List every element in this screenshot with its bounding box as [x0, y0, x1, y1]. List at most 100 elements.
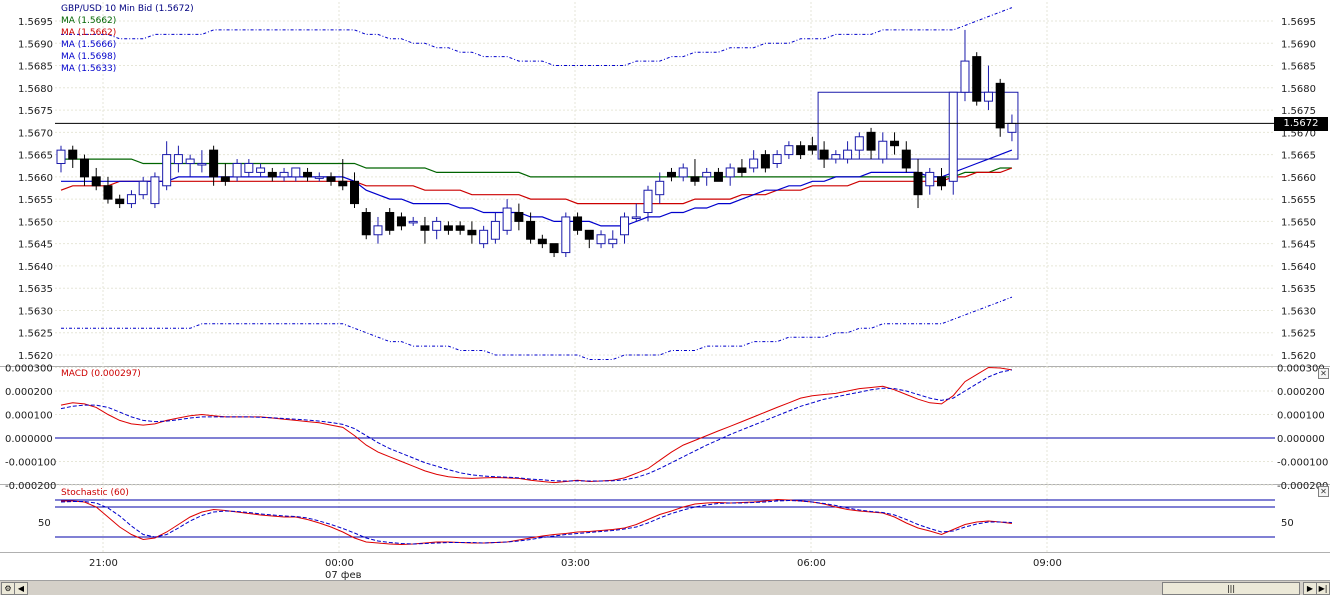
candle-up [432, 220, 442, 231]
scroll-end-icon[interactable]: ▶| [1316, 582, 1330, 595]
price-tick-label-left: 1.5620 [18, 351, 53, 362]
candle-up [173, 154, 183, 165]
macd-tick-label-right: 0.000000 [1277, 434, 1325, 445]
price-tick-label-right: 1.5670 [1281, 128, 1316, 139]
candle-down [573, 216, 583, 231]
settings-icon[interactable]: ⚙ [1, 582, 15, 595]
candle-down [737, 167, 747, 173]
candle-up [232, 163, 242, 178]
candle-down [68, 149, 78, 160]
price-tick-label-right: 1.5655 [1281, 195, 1316, 206]
price-tick-label-right: 1.5645 [1281, 240, 1316, 251]
candle-down [995, 82, 1005, 129]
scroll-right-icon[interactable]: ▶ [1303, 582, 1317, 595]
price-tick-label-left: 1.5645 [18, 240, 53, 251]
candle-up [678, 167, 688, 178]
price-tick-label-left: 1.5695 [18, 17, 53, 28]
candle-down [866, 131, 876, 151]
candle-up [831, 154, 841, 160]
candle-up [244, 163, 254, 173]
candle-down [937, 176, 946, 187]
stochastic-panel [55, 498, 1275, 546]
stochastic-title: Stochastic (60) [61, 488, 129, 498]
legend-entry: MA (1.5666) [61, 40, 116, 50]
scrollbar-thumb[interactable]: ||| [1162, 582, 1300, 595]
candle-down [713, 171, 723, 182]
candle-down [115, 198, 125, 205]
price-tick-label-right: 1.5695 [1281, 17, 1316, 28]
candle-down [326, 176, 336, 182]
candle-down [385, 211, 395, 231]
macd-tick-label-left: -0.000200 [5, 481, 56, 492]
price-tick-label-left: 1.5640 [18, 262, 53, 273]
candle-down [807, 145, 817, 151]
candle-up [479, 229, 489, 245]
candle-down [420, 225, 430, 231]
candle-down [537, 238, 547, 245]
date-tick-label: 07 фев [325, 570, 362, 581]
candle-down [209, 149, 219, 178]
plot-background [0, 0, 1330, 580]
stochastic-d-line [60, 499, 1012, 545]
candle-down [455, 225, 465, 231]
candle-up [279, 171, 289, 178]
price-tick-label-left: 1.5675 [18, 106, 53, 117]
candle-up [620, 216, 630, 236]
price-tick-label-left: 1.5630 [18, 306, 53, 317]
candle-down [690, 176, 700, 182]
legend-layer: GBP/USD 10 Min Bid (1.5672) MA (1.5662) MA… [61, 4, 194, 498]
candle-down [890, 140, 900, 147]
candle-down [103, 185, 113, 200]
candle-down [901, 149, 911, 169]
candle-up [291, 167, 301, 178]
legend-entry: MA (1.5662) [61, 16, 116, 26]
candle-up [843, 149, 853, 160]
scroll-left-icon[interactable]: ◀ [14, 582, 28, 595]
candle-up [1007, 122, 1017, 133]
price-tick-label-left: 1.5680 [18, 84, 53, 95]
candle-down [443, 225, 453, 231]
candle-up [561, 216, 571, 254]
candle-up [960, 60, 970, 93]
candle-up [150, 176, 160, 205]
macd-tick-label-right: 0.000200 [1277, 387, 1325, 398]
horizontal-scrollbar[interactable]: ⚙ ◀ ||| ▶ ▶| [0, 580, 1330, 595]
macd-panel [55, 366, 1275, 484]
candle-down [220, 176, 230, 182]
price-tick-label-left: 1.5670 [18, 128, 53, 139]
lower-band-line [61, 296, 1013, 360]
price-tick-label-right: 1.5625 [1281, 329, 1316, 340]
candle-down [913, 171, 923, 196]
candle-up [854, 136, 864, 151]
macd-tick-label-left: 0.000200 [5, 387, 53, 398]
candle-up [162, 154, 172, 187]
price-tick-label-right: 1.5665 [1281, 151, 1316, 162]
price-tick-label-right: 1.5690 [1281, 39, 1316, 50]
candle-up [608, 238, 618, 245]
candle-up [643, 189, 653, 213]
last-price-tag: 1.5672 [1274, 117, 1328, 131]
legend-entry: MA (1.5698) [61, 52, 116, 62]
candle-up [631, 216, 641, 219]
candle-down [91, 176, 101, 187]
candle-up [126, 194, 136, 205]
candle-down [666, 171, 676, 178]
macd-close-icon[interactable]: ✕ [1318, 368, 1329, 379]
upper-band-line [61, 7, 1013, 66]
candle-up [256, 167, 266, 173]
candle-up [784, 145, 794, 156]
candle-up [772, 154, 782, 165]
legend-entry: MA (1.5662) [61, 28, 116, 38]
ma-red-line [60, 167, 1013, 205]
candle-down [303, 171, 313, 178]
price-tick-label-left: 1.5685 [18, 62, 53, 73]
stochastic-close-icon[interactable]: ✕ [1318, 486, 1329, 497]
stochastic-k-line [61, 498, 1012, 546]
candle-up [138, 180, 148, 196]
price-tick-label-left: 1.5665 [18, 151, 53, 162]
macd-tick-label-left: 0.000000 [5, 434, 53, 445]
candle-up [749, 158, 759, 169]
candle-up [373, 225, 383, 236]
macd-tick-label-left: -0.000100 [5, 458, 56, 469]
candle-down [760, 154, 770, 169]
